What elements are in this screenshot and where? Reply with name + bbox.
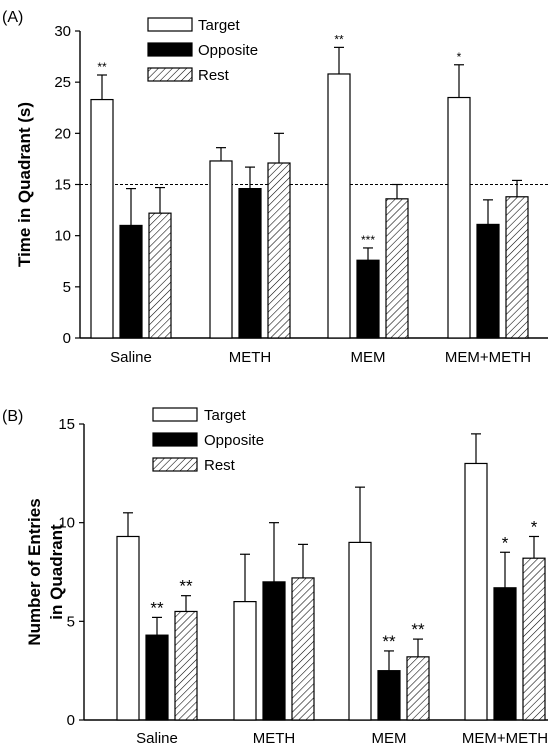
significance-marker: *** xyxy=(361,233,375,247)
significance-marker: ** xyxy=(334,32,344,46)
y-tick-label: 5 xyxy=(67,613,75,630)
x-category-label: MEM+METH xyxy=(462,730,548,747)
x-category-label: MEM xyxy=(351,349,386,366)
bar-rest-mem xyxy=(406,656,430,721)
legend-swatch-target xyxy=(147,17,193,32)
bar-opposite-meth xyxy=(238,187,262,339)
y-tick-label: 20 xyxy=(54,125,71,142)
legend-label-target: Target xyxy=(204,407,247,424)
y-axis-title: Time in Quadrant (s) xyxy=(15,102,34,267)
bar-opposite-mem xyxy=(377,670,401,721)
x-category-label: Saline xyxy=(110,349,152,366)
legend-label-rest: Rest xyxy=(198,67,230,84)
legend: Target Opposite Rest xyxy=(152,407,264,474)
legend-label-opposite: Opposite xyxy=(198,42,258,59)
bar-target-saline xyxy=(90,98,114,339)
y-tick-label: 10 xyxy=(54,228,71,245)
bar-rest-meth xyxy=(267,162,291,339)
legend-swatch-opposite xyxy=(147,42,193,57)
significance-marker: ** xyxy=(150,598,164,617)
bar-rest-mem-meth xyxy=(522,557,546,721)
x-category-label: METH xyxy=(229,349,272,366)
bar-opposite-mem-meth xyxy=(493,587,517,721)
significance-marker: ** xyxy=(411,620,425,639)
x-category-label: MEM xyxy=(372,730,407,747)
bar-opposite-saline xyxy=(145,634,169,721)
y-axis-title: in Quadrant xyxy=(47,524,66,620)
x-category-label: MEM+METH xyxy=(445,349,531,366)
significance-marker: * xyxy=(457,50,462,64)
bar-target-saline xyxy=(116,535,140,721)
legend-swatch-rest xyxy=(152,457,198,472)
y-tick-label: 30 xyxy=(54,23,71,40)
legend: Target Opposite Rest xyxy=(147,17,258,84)
bar-rest-mem xyxy=(385,198,409,339)
significance-marker: * xyxy=(531,517,538,536)
legend-label-rest: Rest xyxy=(204,457,236,474)
bar-opposite-meth xyxy=(262,581,286,721)
bar-opposite-mem xyxy=(356,259,380,339)
legend-swatch-rest xyxy=(147,67,193,82)
significance-marker: * xyxy=(502,533,509,552)
legend-label-opposite: Opposite xyxy=(204,432,264,449)
y-axis-title: Number of Entries xyxy=(25,498,44,645)
y-tick-label: 15 xyxy=(58,416,75,433)
legend-label-target: Target xyxy=(198,17,241,34)
y-tick-label: 15 xyxy=(54,177,71,194)
y-tick-label: 10 xyxy=(58,515,75,532)
bar-target-mem-meth xyxy=(447,96,471,339)
panel-label: (B) xyxy=(2,408,23,425)
x-category-label: Saline xyxy=(136,730,178,747)
bar-target-meth xyxy=(233,600,257,721)
panel-label: (A) xyxy=(2,9,23,26)
x-category-label: METH xyxy=(253,730,296,747)
bar-opposite-saline xyxy=(119,224,143,339)
bar-target-mem xyxy=(348,541,372,721)
bar-target-mem-meth xyxy=(464,462,488,721)
y-tick-label: 5 xyxy=(63,279,71,296)
y-tick-label: 0 xyxy=(63,330,71,347)
significance-marker: ** xyxy=(97,60,107,74)
legend-swatch-target xyxy=(152,407,198,422)
bar-rest-saline xyxy=(174,610,198,721)
bar-rest-mem-meth xyxy=(505,196,529,339)
bar-rest-meth xyxy=(291,577,315,721)
bar-target-meth xyxy=(209,160,233,339)
significance-marker: ** xyxy=(179,577,193,596)
y-tick-label: 25 xyxy=(54,74,71,91)
bar-target-mem xyxy=(327,73,351,339)
legend-swatch-opposite xyxy=(152,432,198,447)
bar-rest-saline xyxy=(148,212,172,339)
y-tick-label: 0 xyxy=(67,712,75,729)
significance-marker: ** xyxy=(382,632,396,651)
bar-opposite-mem-meth xyxy=(476,223,500,339)
